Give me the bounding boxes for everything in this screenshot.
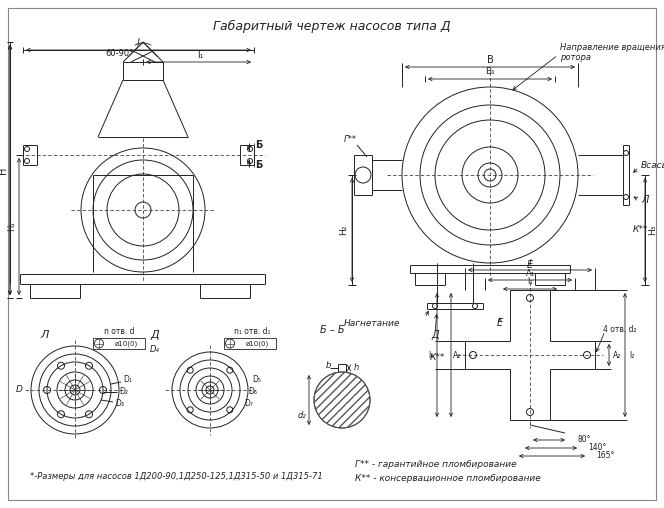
Bar <box>93 338 145 349</box>
Text: 165°: 165° <box>596 452 614 460</box>
Text: n₁ отв. d₁: n₁ отв. d₁ <box>234 328 270 336</box>
Text: 60-90°: 60-90° <box>105 49 133 58</box>
Text: Л: Л <box>41 330 49 340</box>
Text: Нагнетание: Нагнетание <box>344 319 400 328</box>
Text: D₆: D₆ <box>248 388 257 397</box>
Text: b: b <box>325 362 331 370</box>
Text: 140°: 140° <box>588 443 606 453</box>
Text: 80°: 80° <box>578 435 592 444</box>
Text: H: H <box>0 166 8 174</box>
Text: Д: Д <box>431 330 439 340</box>
Text: ø10(0): ø10(0) <box>246 340 269 347</box>
Text: ротора: ротора <box>560 52 591 61</box>
Text: d₂: d₂ <box>297 410 306 420</box>
Text: Б: Б <box>256 140 263 150</box>
Text: К** - консервационное пломбирование: К** - консервационное пломбирование <box>355 474 540 483</box>
Text: l₁: l₁ <box>527 277 533 287</box>
Text: D₁: D₁ <box>123 375 132 385</box>
Text: Г** - гарантийное пломбирование: Г** - гарантийное пломбирование <box>355 460 517 469</box>
Text: l₂: l₂ <box>629 351 635 360</box>
Text: Габаритный чертеж насосов типа Д: Габаритный чертеж насосов типа Д <box>213 20 451 33</box>
Text: n отв. d: n отв. d <box>104 328 134 336</box>
Text: D: D <box>16 386 23 395</box>
Text: H₁: H₁ <box>7 221 17 231</box>
Text: Л: Л <box>641 195 648 205</box>
Bar <box>224 338 276 349</box>
Text: D₇: D₇ <box>244 399 253 408</box>
Text: l: l <box>529 259 531 268</box>
Text: Б – Б: Б – Б <box>319 325 345 335</box>
Text: В₁: В₁ <box>485 68 495 77</box>
Text: Направление вращения: Направление вращения <box>560 43 664 51</box>
Text: ø10(0): ø10(0) <box>114 340 137 347</box>
Text: *-Размеры для насосов 1Д200-90,1Д250-125,1Д315-50 и 1Д315-71: *-Размеры для насосов 1Д200-90,1Д250-125… <box>30 472 323 481</box>
Text: Г**: Г** <box>344 136 357 144</box>
Text: Д: Д <box>151 330 159 340</box>
Text: D₂: D₂ <box>119 388 128 397</box>
Text: Е: Е <box>527 260 533 270</box>
Text: В: В <box>487 55 493 65</box>
Text: H₂: H₂ <box>339 225 349 235</box>
Text: Е: Е <box>497 318 503 328</box>
Text: h: h <box>353 364 359 372</box>
Text: Всасывание: Всасывание <box>641 161 664 170</box>
Text: К**: К** <box>633 226 648 235</box>
Circle shape <box>314 372 370 428</box>
Text: D₅: D₅ <box>252 375 261 385</box>
Text: D₄: D₄ <box>150 345 160 355</box>
Text: D₃: D₃ <box>115 399 124 408</box>
Text: К**: К** <box>430 354 445 363</box>
Text: l₄: l₄ <box>428 351 434 360</box>
Text: H₃: H₃ <box>649 225 657 235</box>
Text: Б: Б <box>256 160 263 170</box>
Text: A₁: A₁ <box>525 269 535 277</box>
Text: l: l <box>137 38 139 48</box>
Text: l₁: l₁ <box>197 50 203 59</box>
Text: 4 отв. d₂: 4 отв. d₂ <box>603 325 637 333</box>
Text: A₂: A₂ <box>453 351 461 360</box>
Text: A₂: A₂ <box>613 351 622 360</box>
